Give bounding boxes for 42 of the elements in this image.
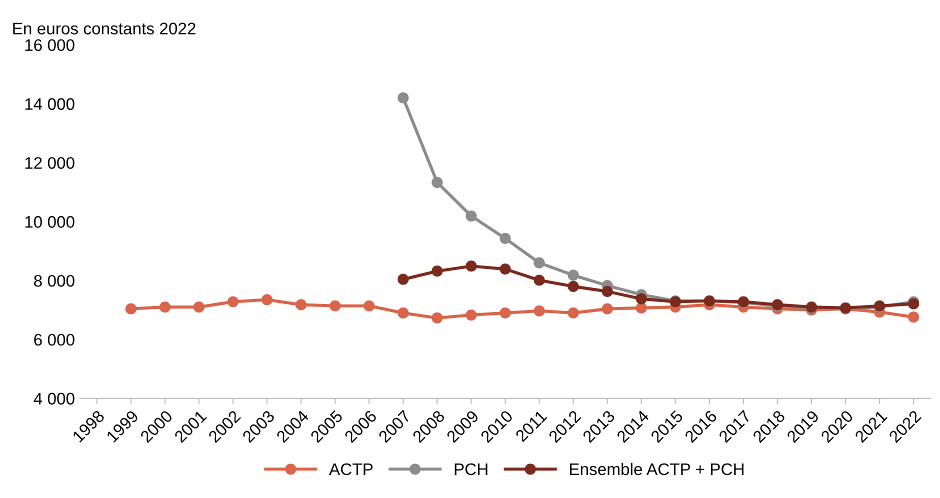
point <box>602 303 613 314</box>
y-tick-label: 10 000 <box>25 216 74 228</box>
legend-label: PCH <box>454 463 488 476</box>
point <box>534 274 545 286</box>
y-tick-label: 12 000 <box>25 157 74 169</box>
y-tick-label: 6 000 <box>34 334 74 346</box>
point <box>636 302 647 314</box>
point <box>364 300 375 312</box>
point <box>193 302 205 313</box>
point <box>262 294 273 306</box>
point <box>568 307 579 319</box>
point <box>636 293 647 304</box>
point <box>159 302 171 313</box>
y-tick-label: 4 000 <box>34 392 74 405</box>
legend-label: Ensemble ACTP + PCH <box>570 462 744 476</box>
point <box>432 176 443 188</box>
point <box>568 280 579 292</box>
point <box>432 312 443 324</box>
point <box>125 303 136 314</box>
point <box>432 266 443 277</box>
point <box>466 309 477 321</box>
point <box>398 307 409 319</box>
point <box>500 307 511 319</box>
point <box>908 312 920 323</box>
point <box>330 300 341 312</box>
y-tick-label: 14 000 <box>25 98 74 110</box>
point <box>398 274 409 285</box>
point <box>398 92 409 104</box>
point <box>466 260 477 272</box>
y-axis-title: En euros constants 2022 <box>13 22 196 34</box>
y-tick-label: 8 000 <box>34 274 74 287</box>
point <box>466 210 477 222</box>
point <box>602 286 613 297</box>
point <box>500 263 511 275</box>
point <box>534 257 545 268</box>
point <box>296 299 307 310</box>
legend-label: ACTP <box>329 463 373 476</box>
point <box>534 305 545 316</box>
point <box>500 232 511 244</box>
y-tick-label: 16 000 <box>25 39 74 52</box>
point <box>568 270 579 281</box>
point <box>227 296 239 308</box>
